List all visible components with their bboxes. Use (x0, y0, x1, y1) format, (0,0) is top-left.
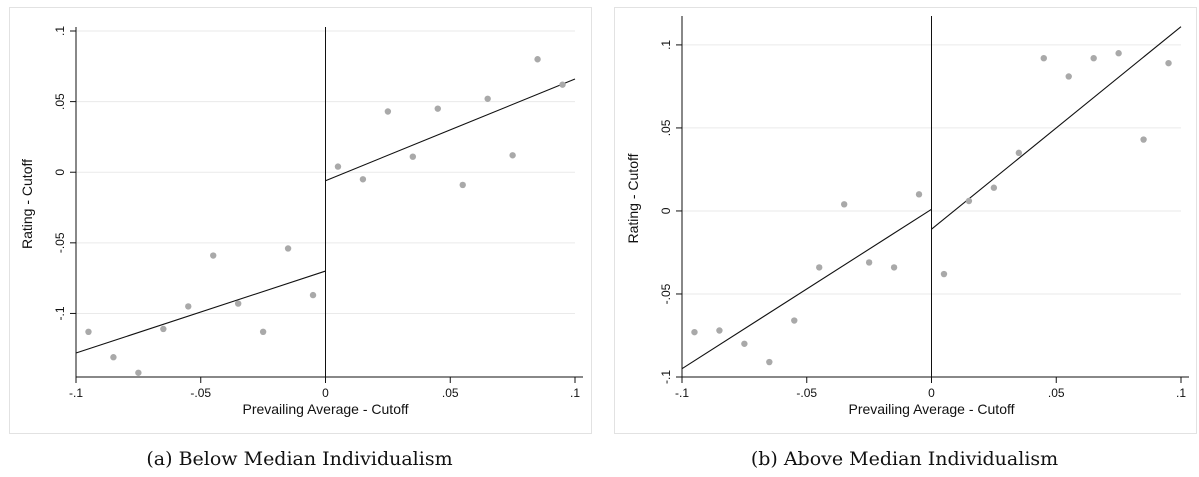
data-point (741, 340, 748, 347)
scatter-plot-a: -.1 -.05 0 .05 .1 -.1 -.05 0 .05 .1 Prevailing Ave… (19, 26, 583, 417)
y-tick-label: 0 (659, 207, 673, 214)
data-point (716, 327, 723, 334)
data-point (559, 81, 566, 88)
data-point (110, 354, 117, 361)
y-tick-label: -.05 (53, 232, 67, 253)
data-point (384, 108, 392, 115)
data-point (990, 184, 998, 191)
data-point (1090, 54, 1097, 62)
data-point (691, 328, 698, 336)
x-tick-label: .1 (570, 386, 580, 400)
scatter-plot-b: -.1 -.05 0 .05 .1 -.1 -.05 0 .05 .1 Prevailing Ave… (625, 16, 1189, 417)
data-point (135, 369, 142, 376)
data-point (1140, 136, 1147, 143)
data-point (359, 176, 367, 183)
y-tick-label: .05 (659, 119, 673, 136)
y-tick-label: -.1 (659, 370, 673, 384)
data-point (965, 197, 973, 205)
plot-frame: -.1 -.05 0 .05 .1 -.1 -.05 0 .05 .1 Prevailing Ave… (9, 7, 592, 434)
data-point (1040, 54, 1047, 62)
fit-line (75, 270, 326, 354)
data-point (434, 105, 441, 112)
y-tick-label: -.05 (659, 283, 673, 304)
chart-panel-b: -.1 -.05 0 .05 .1 -.1 -.05 0 .05 .1 Prevailing Ave… (608, 0, 1199, 477)
data-point (865, 259, 873, 266)
data-point (459, 181, 466, 189)
x-axis-title: Prevailing Average - Cutoff (848, 401, 1014, 417)
data-point (766, 358, 773, 366)
y-tick-label: .1 (659, 40, 673, 50)
data-point (940, 270, 948, 278)
data-point (915, 191, 923, 198)
y-tick-label: .05 (53, 93, 67, 110)
data-point (534, 56, 541, 63)
plot-frame: -.1 -.05 0 .05 .1 -.1 -.05 0 .05 .1 Prevailing Ave… (614, 7, 1197, 434)
data-point (234, 300, 242, 307)
data-point (1015, 149, 1023, 157)
x-tick-label: -.1 (69, 386, 83, 400)
data-point (791, 317, 798, 324)
fit-line (325, 78, 576, 182)
x-axis-title: Prevailing Average - Cutoff (242, 401, 408, 417)
y-axis-title: Rating - Cutoff (625, 153, 641, 243)
data-point (259, 328, 267, 336)
x-tick-label: .05 (442, 386, 459, 400)
data-point (185, 303, 192, 310)
data-point (484, 95, 491, 102)
chart-caption-a: (a) Below Median Individualism (146, 448, 453, 470)
x-tick-label: .1 (1176, 386, 1186, 400)
data-point (210, 252, 217, 259)
fit-line (931, 26, 1182, 230)
data-point (1115, 50, 1122, 57)
data-point (816, 264, 823, 271)
chart-panel-a: -.1 -.05 0 .05 .1 -.1 -.05 0 .05 .1 Prevailing Ave… (3, 0, 596, 477)
data-point (840, 201, 848, 208)
data-point (1065, 73, 1072, 80)
chart-caption-b: (b) Above Median Individualism (750, 448, 1059, 470)
data-point (284, 245, 292, 252)
data-point (85, 328, 92, 336)
x-tick-label: .05 (1048, 386, 1065, 400)
data-point (334, 163, 342, 170)
x-tick-label: 0 (928, 386, 935, 400)
x-tick-label: -.05 (796, 386, 817, 400)
fit-line (681, 208, 932, 370)
x-tick-label: 0 (322, 386, 329, 400)
data-point (309, 291, 317, 299)
y-tick-label: 0 (53, 169, 67, 176)
data-point (1165, 59, 1172, 67)
data-point (890, 264, 898, 271)
y-tick-label: -.1 (53, 306, 67, 320)
data-point (409, 153, 417, 160)
data-point (509, 152, 516, 159)
x-tick-label: -.1 (675, 386, 689, 400)
y-axis-title: Rating - Cutoff (19, 159, 35, 249)
x-tick-label: -.05 (190, 386, 211, 400)
y-tick-label: .1 (53, 26, 67, 36)
data-point (160, 325, 167, 333)
